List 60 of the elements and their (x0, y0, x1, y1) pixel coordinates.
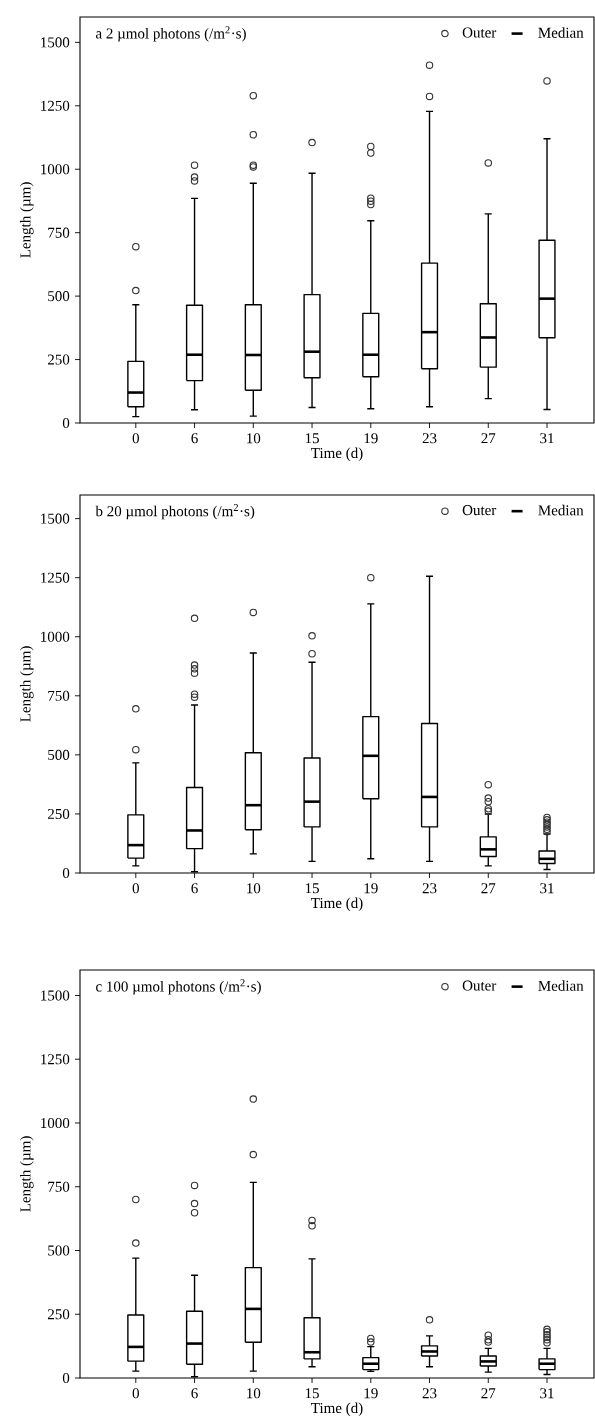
y-tick-label: 1500 (41, 513, 70, 524)
x-tick-label: 23 (422, 883, 437, 894)
text: a 2 µmol photons (/m$^{2}$·s) (96, 26, 246, 42)
x-axis-title: Time (d) (311, 1402, 363, 1417)
y-tick-label: 1000 (41, 631, 70, 642)
x-tick-label: 31 (540, 433, 554, 444)
x-tick-label: 0 (132, 883, 139, 894)
x-tick-label: 10 (247, 883, 261, 894)
x-tick-label: 6 (191, 883, 198, 894)
y-tick-label: 1500 (41, 37, 70, 48)
legend-label: Median (538, 504, 584, 516)
x-tick-label: 23 (422, 433, 437, 444)
y-tick-label: 250 (47, 354, 70, 365)
legend-label: Median (538, 27, 584, 38)
y-tick-label: 1000 (41, 164, 70, 175)
x-axis-title: Time (d) (311, 897, 363, 912)
legend-label: Outer (462, 980, 497, 991)
x-tick-label: 19 (364, 883, 378, 894)
x-tick-label: 10 (247, 1388, 261, 1399)
y-axis-title: Length (µm) (19, 646, 34, 722)
y-tick-label: 750 (48, 227, 70, 238)
x-tick-label: 6 (191, 433, 198, 444)
x-tick-label: 15 (305, 1388, 319, 1399)
legend-label: Outer (462, 27, 497, 38)
x-tick-label: 27 (481, 883, 496, 894)
y-tick-label: 1500 (41, 990, 70, 1001)
x-tick-label: 23 (422, 1388, 437, 1399)
y-tick-label: 500 (48, 291, 70, 302)
x-tick-label: 31 (540, 1388, 554, 1399)
legend-label: Median (538, 980, 584, 991)
y-tick-label: 750 (48, 1181, 70, 1192)
y-tick-label: 250 (47, 808, 70, 819)
y-tick-label: 500 (48, 749, 70, 760)
y-tick-label: 0 (62, 417, 70, 429)
y-axis-title: Length (µm) (19, 182, 34, 258)
y-axis-title: Length (µm) (19, 1136, 34, 1212)
x-tick-label: 0 (132, 1388, 139, 1399)
x-tick-label: 31 (540, 883, 554, 894)
text: c 100 µmol photons (/m$^{2}$·s) (96, 979, 261, 995)
x-tick-label: 15 (305, 433, 319, 444)
y-tick-label: 1250 (41, 100, 70, 111)
x-tick-label: 27 (481, 433, 496, 444)
y-tick-label: 250 (47, 1309, 70, 1320)
x-tick-label: 19 (364, 1388, 378, 1399)
x-tick-label: 27 (481, 1388, 496, 1399)
y-tick-label: 0 (62, 867, 70, 879)
y-tick-label: 1250 (41, 572, 70, 583)
y-tick-label: 0 (62, 1372, 70, 1384)
x-tick-label: 0 (132, 433, 139, 444)
y-tick-label: 1250 (41, 1054, 70, 1065)
x-tick-label: 10 (247, 433, 261, 444)
x-tick-label: 19 (364, 433, 378, 444)
y-tick-label: 500 (48, 1245, 70, 1256)
text: b 20 µmol photons (/m$^{2}$·s) (95, 503, 255, 520)
legend-label: Outer (462, 505, 497, 516)
x-tick-label: 6 (191, 1388, 198, 1399)
x-tick-label: 15 (305, 883, 319, 894)
y-tick-label: 1000 (41, 1117, 70, 1129)
x-axis-title: Time (d) (311, 447, 363, 462)
y-tick-label: 750 (48, 690, 70, 701)
